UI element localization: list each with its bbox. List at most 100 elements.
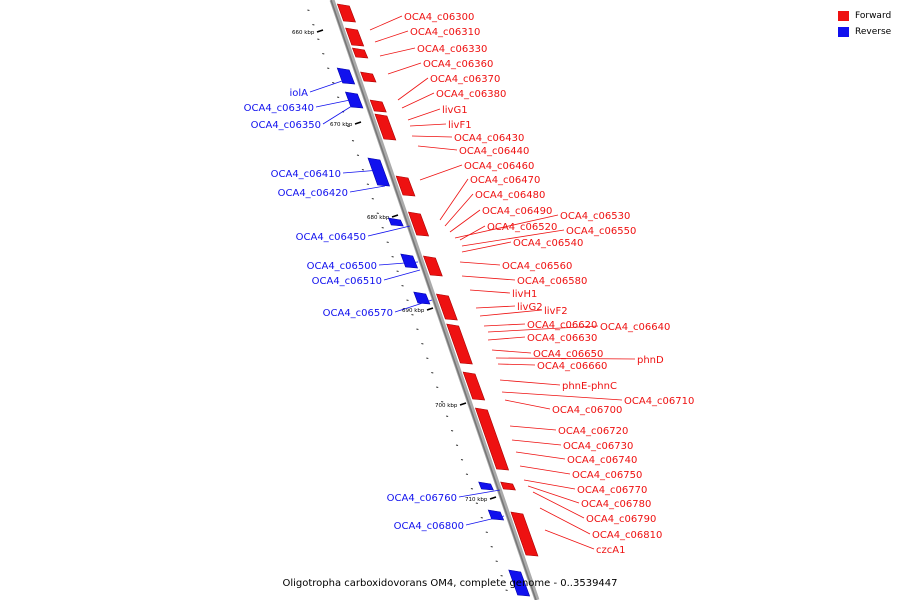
- minor-tick: [495, 560, 498, 562]
- legend-forward-label: Forward: [855, 11, 892, 21]
- reverse-gene-block: [487, 509, 505, 521]
- minor-tick: [485, 531, 488, 533]
- axis-line: [330, 0, 537, 600]
- minor-tick: [366, 183, 369, 185]
- forward-gene-label: OCA4_c06630: [527, 333, 597, 344]
- scale-label: 680 kbp: [367, 215, 390, 221]
- forward-gene-block: [446, 323, 473, 365]
- reverse-gene-label: iolA: [289, 88, 308, 99]
- forward-label-leader: [401, 92, 435, 109]
- reverse-gene-label: OCA4_c06500: [307, 261, 377, 272]
- minor-tick: [411, 314, 414, 316]
- reverse-gene-label: OCA4_c06340: [244, 103, 314, 114]
- minor-tick: [346, 125, 350, 127]
- minor-tick: [376, 212, 379, 214]
- reverse-swatch: [838, 27, 849, 37]
- minor-tick: [441, 401, 444, 403]
- forward-label-leader: [532, 491, 585, 519]
- reverse-gene-block: [400, 253, 419, 269]
- legend-reverse: Reverse: [838, 24, 891, 40]
- minor-tick: [351, 140, 355, 142]
- forward-label-leader: [387, 62, 422, 75]
- reverse-gene-label: OCA4_c06800: [394, 521, 464, 532]
- reverse-gene-label: OCA4_c06570: [323, 308, 393, 319]
- reverse-label-leader: [394, 299, 433, 313]
- forward-label-leader: [479, 309, 543, 317]
- forward-gene-label: OCA4_c06300: [404, 12, 474, 23]
- minor-tick: [475, 502, 478, 504]
- minor-tick: [327, 67, 330, 69]
- major-tick: [426, 307, 434, 311]
- forward-gene-label: OCA4_c06530: [560, 211, 630, 222]
- forward-label-leader: [487, 325, 599, 333]
- forward-label-leader: [449, 209, 481, 233]
- minor-tick: [371, 198, 374, 200]
- forward-gene-label: OCA4_c06550: [566, 226, 636, 237]
- forward-gene-label: livG2: [517, 302, 543, 313]
- minor-tick: [337, 96, 340, 98]
- forward-gene-label: OCA4_c06770: [577, 485, 647, 496]
- forward-gene-block: [510, 511, 539, 557]
- reverse-label-leader: [309, 79, 346, 93]
- forward-label-leader: [504, 399, 551, 410]
- forward-gene-label: livF1: [448, 120, 472, 131]
- forward-label-leader: [509, 425, 557, 431]
- reverse-gene-label: OCA4_c06450: [296, 232, 366, 243]
- minor-tick: [406, 299, 409, 301]
- reverse-label-leader: [383, 269, 421, 281]
- forward-gene-block: [336, 3, 356, 23]
- reverse-gene-block: [413, 291, 431, 305]
- minor-tick: [386, 241, 389, 243]
- reverse-gene-label: OCA4_c06350: [251, 120, 321, 131]
- minor-tick: [381, 227, 384, 229]
- forward-label-leader: [461, 241, 512, 253]
- reverse-gene-block: [388, 217, 404, 227]
- minor-tick: [470, 488, 474, 490]
- forward-gene-label: OCA4_c06810: [592, 530, 662, 541]
- forward-label-leader: [515, 451, 566, 460]
- forward-label-leader: [461, 229, 565, 247]
- minor-tick: [356, 154, 360, 156]
- forward-swatch: [838, 11, 849, 21]
- forward-label-leader: [461, 275, 516, 281]
- forward-label-leader: [519, 465, 571, 475]
- forward-label-leader: [487, 336, 526, 341]
- minor-tick: [465, 473, 469, 475]
- forward-label-leader: [374, 30, 409, 43]
- forward-label-leader: [491, 349, 532, 354]
- reverse-label-leader: [465, 515, 505, 526]
- scale-label: 660 kbp: [292, 30, 315, 36]
- forward-label-leader: [499, 379, 561, 386]
- axis-shadow: [329, 0, 540, 600]
- forward-label-leader: [501, 391, 623, 401]
- forward-gene-label: OCA4_c06370: [430, 74, 500, 85]
- forward-gene-label: OCA4_c06430: [454, 133, 524, 144]
- reverse-gene-block: [478, 481, 494, 491]
- forward-label-leader: [439, 178, 469, 221]
- major-tick: [354, 121, 362, 125]
- forward-gene-label: OCA4_c06750: [572, 470, 642, 481]
- reverse-label-leader: [342, 169, 381, 174]
- forward-gene-label: livF2: [544, 306, 568, 317]
- forward-gene-label: OCA4_c06700: [552, 405, 622, 416]
- forward-gene-label: phnD: [637, 355, 664, 366]
- forward-gene-block: [351, 47, 369, 59]
- forward-gene-label: OCA4_c06740: [567, 455, 637, 466]
- forward-gene-block: [369, 99, 387, 113]
- reverse-label-leader: [378, 261, 419, 266]
- minor-tick: [391, 256, 394, 258]
- forward-label-leader: [469, 289, 511, 294]
- legend-reverse-label: Reverse: [855, 27, 892, 37]
- forward-gene-label: OCA4_c06720: [558, 426, 628, 437]
- forward-label-leader: [407, 108, 441, 121]
- forward-label-leader: [495, 357, 636, 360]
- forward-gene-label: OCA4_c06730: [563, 441, 633, 452]
- minor-tick: [455, 444, 459, 446]
- forward-gene-block: [374, 113, 397, 141]
- forward-gene-label: czcA1: [596, 545, 625, 556]
- reverse-label-leader: [367, 225, 411, 237]
- map-caption: Oligotropha carboxidovorans OM4, complet…: [282, 578, 618, 589]
- minor-tick: [332, 82, 335, 84]
- forward-label-leader: [511, 439, 562, 446]
- forward-label-leader: [417, 145, 458, 151]
